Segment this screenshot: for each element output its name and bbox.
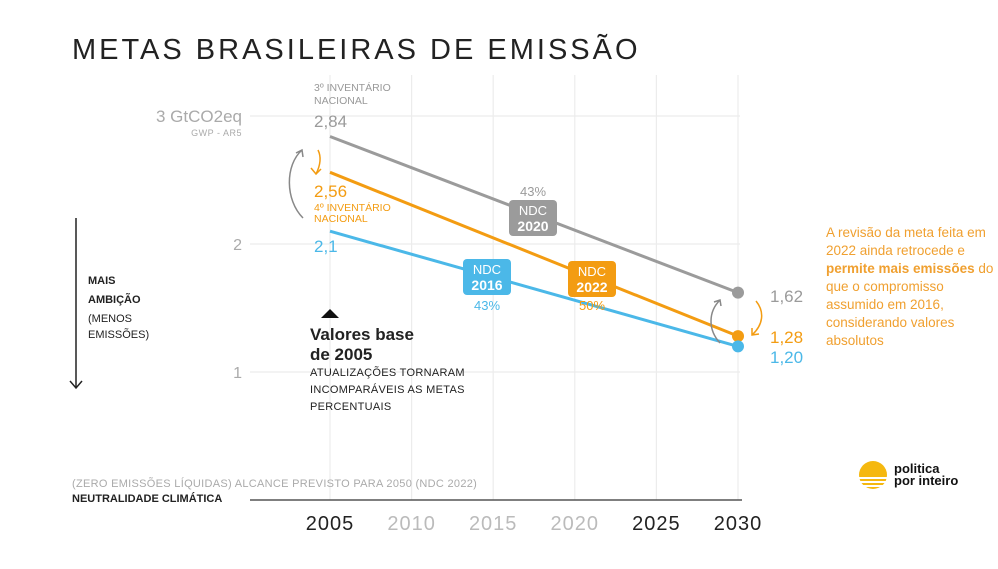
curved-arrow-up-icon xyxy=(288,149,304,219)
inventory-label: NACIONAL xyxy=(314,95,368,107)
ambition-sub-2: EMISSÕES) xyxy=(88,329,150,341)
badge-label: NDC xyxy=(519,203,547,218)
percent-label: 50% xyxy=(579,298,605,313)
base-title-2: de 2005 xyxy=(310,345,373,364)
end-value-label: 1,28 xyxy=(770,328,803,347)
triangle-up-icon xyxy=(321,309,339,318)
chart-title: METAS BRASILEIRAS DE EMISSÃO xyxy=(72,34,641,66)
inventory-label: 4º INVENTÁRIO xyxy=(314,201,391,214)
ambition-bold-1: MAIS xyxy=(88,275,116,287)
end-point-2022 xyxy=(732,330,744,343)
x-tick-label: 2015 xyxy=(469,513,518,535)
base-sub-3: PERCENTUAIS xyxy=(310,401,392,413)
y-tick-label: 3 GtCO2eq xyxy=(156,107,242,126)
base-sub-2: INCOMPARÁVEIS AS METAS xyxy=(310,384,465,396)
logo-text: politica por inteiro xyxy=(894,461,959,488)
end-point-2016 xyxy=(732,340,744,353)
y-tick-label: 1 xyxy=(233,365,242,382)
x-tick-label: 2005 xyxy=(306,513,355,535)
start-value-label: 2,84 xyxy=(314,112,347,131)
curved-arrow-down-icon xyxy=(315,149,321,175)
badge-year: 2022 xyxy=(576,279,607,295)
x-tick-label: 2025 xyxy=(632,513,681,535)
badge-year: 2016 xyxy=(471,277,502,293)
series-line-2016 xyxy=(329,229,739,348)
arrow-down-icon xyxy=(69,380,83,390)
start-value-label: 2,56 xyxy=(314,182,347,201)
note-part-1: A revisão da meta feita em 2022 ainda re… xyxy=(826,225,986,258)
logo-line-1: politica xyxy=(894,461,940,476)
curved-arrow-down-icon xyxy=(751,300,763,336)
y-unit-sublabel: GWP - AR5 xyxy=(191,128,242,138)
percent-label: 43% xyxy=(474,298,500,313)
logo-line-2: por inteiro xyxy=(894,473,959,488)
inventory-label: 3º INVENTÁRIO xyxy=(314,81,391,94)
ndc-badge-2022 xyxy=(568,261,616,297)
ambition-bold-2: AMBIÇÃO xyxy=(88,294,141,306)
base-values-note: Valores base de 2005 ATUALIZAÇÕES TORNAR… xyxy=(310,325,465,416)
x-tick-label: 2010 xyxy=(387,513,436,535)
arrowhead-icon xyxy=(713,299,722,307)
x-tick-label: 2030 xyxy=(714,513,763,535)
ambition-sub-1: (MENOS xyxy=(88,313,132,325)
base-title-1: Valores base xyxy=(310,325,414,344)
start-value-label: 2,1 xyxy=(314,237,338,256)
ndc-badge-2016 xyxy=(463,259,511,295)
x-tick-label: 2020 xyxy=(551,513,600,535)
revision-note: A revisão da meta feita em 2022 ainda re… xyxy=(826,224,996,350)
logo: politica por inteiro xyxy=(858,460,958,490)
end-value-label: 1,62 xyxy=(770,287,803,306)
series-line-2022 xyxy=(329,170,739,338)
end-value-label: 1,20 xyxy=(770,348,803,367)
inventory-label: NACIONAL xyxy=(314,213,368,225)
base-sub-1: ATUALIZAÇÕES TORNARAM xyxy=(310,367,465,379)
badge-label: NDC xyxy=(473,262,501,277)
arrowhead-icon xyxy=(295,148,304,158)
ndc-badge-2020 xyxy=(509,200,557,236)
note-part-2: do que o compromisso assumido em 2016, c… xyxy=(826,261,994,348)
badge-label: NDC xyxy=(578,264,606,279)
note-bold: permite mais emissões xyxy=(826,261,975,276)
curved-arrow-up-icon xyxy=(710,299,721,344)
arrowhead-icon xyxy=(751,328,760,336)
percent-label: 43% xyxy=(520,184,546,199)
y-tick-label: 2 xyxy=(233,237,242,254)
arrowhead-icon xyxy=(310,167,322,176)
end-point-2020 xyxy=(732,286,744,299)
badge-year: 2020 xyxy=(517,218,548,234)
sun-logo-icon xyxy=(859,461,887,489)
neutrality-label: NEUTRALIDADE CLIMÁTICA xyxy=(72,493,223,505)
neutrality-note: (ZERO EMISSÕES LÍQUIDAS) ALCANCE PREVIST… xyxy=(72,478,478,490)
ambition-label: MAIS AMBIÇÃO (MENOS EMISSÕES) xyxy=(88,272,149,341)
